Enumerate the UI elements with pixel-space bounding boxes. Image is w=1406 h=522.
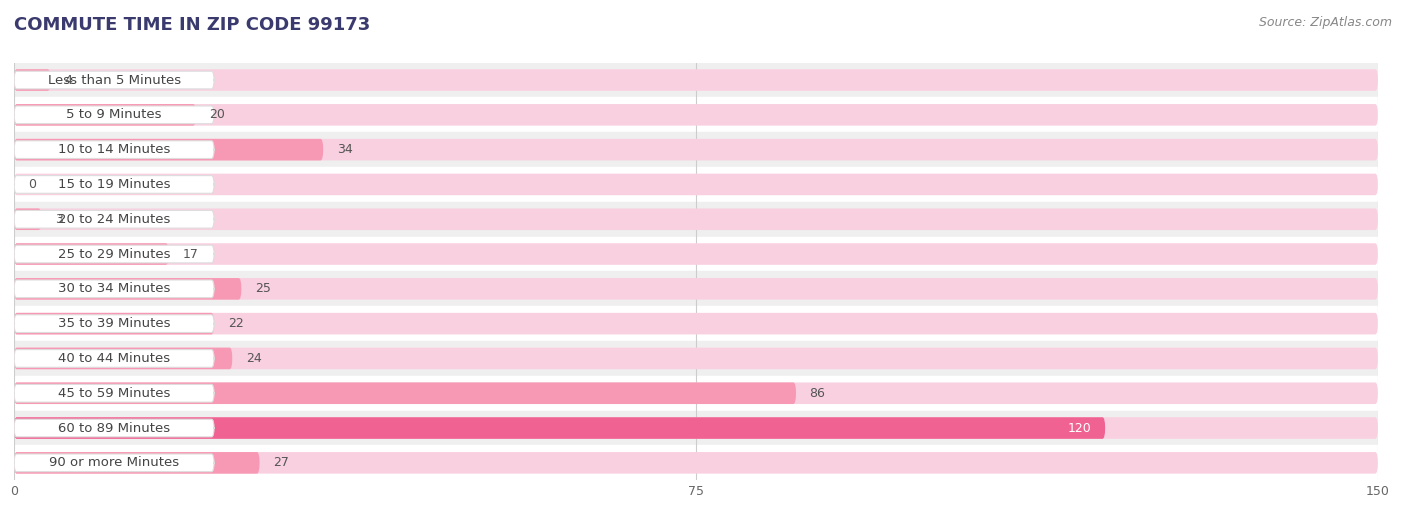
FancyBboxPatch shape	[14, 69, 1378, 91]
Text: 20 to 24 Minutes: 20 to 24 Minutes	[58, 213, 170, 226]
Text: 40 to 44 Minutes: 40 to 44 Minutes	[58, 352, 170, 365]
FancyBboxPatch shape	[14, 243, 169, 265]
Text: 0: 0	[28, 178, 35, 191]
FancyBboxPatch shape	[14, 454, 214, 472]
Text: 25: 25	[254, 282, 271, 295]
FancyBboxPatch shape	[14, 106, 214, 124]
Bar	[14, 271, 1378, 306]
Bar	[14, 445, 1378, 480]
FancyBboxPatch shape	[14, 452, 260, 473]
FancyBboxPatch shape	[14, 313, 214, 335]
Bar	[14, 236, 1378, 271]
Bar	[14, 167, 1378, 202]
Text: 4: 4	[65, 74, 72, 87]
Bar	[14, 132, 1378, 167]
FancyBboxPatch shape	[14, 175, 214, 193]
FancyBboxPatch shape	[14, 348, 232, 369]
FancyBboxPatch shape	[14, 71, 214, 89]
Bar	[14, 98, 1378, 132]
FancyBboxPatch shape	[14, 383, 1378, 404]
FancyBboxPatch shape	[14, 104, 195, 126]
FancyBboxPatch shape	[14, 141, 214, 159]
Text: 86: 86	[810, 387, 825, 400]
FancyBboxPatch shape	[14, 208, 41, 230]
FancyBboxPatch shape	[14, 313, 1378, 335]
Text: 15 to 19 Minutes: 15 to 19 Minutes	[58, 178, 170, 191]
FancyBboxPatch shape	[14, 384, 214, 402]
FancyBboxPatch shape	[14, 104, 1378, 126]
Text: 35 to 39 Minutes: 35 to 39 Minutes	[58, 317, 170, 330]
FancyBboxPatch shape	[14, 419, 214, 437]
Text: 25 to 29 Minutes: 25 to 29 Minutes	[58, 247, 170, 260]
Text: 20: 20	[209, 109, 225, 121]
FancyBboxPatch shape	[14, 174, 1378, 195]
FancyBboxPatch shape	[14, 315, 214, 333]
FancyBboxPatch shape	[14, 210, 214, 228]
FancyBboxPatch shape	[14, 348, 1378, 369]
FancyBboxPatch shape	[14, 383, 796, 404]
Text: 30 to 34 Minutes: 30 to 34 Minutes	[58, 282, 170, 295]
Text: 17: 17	[183, 247, 198, 260]
Bar	[14, 202, 1378, 236]
Text: COMMUTE TIME IN ZIP CODE 99173: COMMUTE TIME IN ZIP CODE 99173	[14, 16, 370, 33]
Text: 45 to 59 Minutes: 45 to 59 Minutes	[58, 387, 170, 400]
FancyBboxPatch shape	[14, 417, 1378, 439]
Text: 60 to 89 Minutes: 60 to 89 Minutes	[58, 422, 170, 434]
Text: Less than 5 Minutes: Less than 5 Minutes	[48, 74, 180, 87]
FancyBboxPatch shape	[14, 278, 242, 300]
FancyBboxPatch shape	[14, 350, 214, 367]
Text: 90 or more Minutes: 90 or more Minutes	[49, 456, 179, 469]
FancyBboxPatch shape	[14, 69, 51, 91]
FancyBboxPatch shape	[14, 139, 323, 160]
Bar	[14, 376, 1378, 411]
FancyBboxPatch shape	[14, 139, 1378, 160]
Text: 120: 120	[1067, 422, 1091, 434]
FancyBboxPatch shape	[14, 280, 214, 298]
Text: 5 to 9 Minutes: 5 to 9 Minutes	[66, 109, 162, 121]
FancyBboxPatch shape	[14, 245, 214, 263]
Text: 10 to 14 Minutes: 10 to 14 Minutes	[58, 143, 170, 156]
Bar	[14, 63, 1378, 98]
Text: 22: 22	[228, 317, 243, 330]
FancyBboxPatch shape	[14, 278, 1378, 300]
FancyBboxPatch shape	[14, 452, 1378, 473]
Text: 24: 24	[246, 352, 262, 365]
Text: 34: 34	[337, 143, 353, 156]
FancyBboxPatch shape	[14, 417, 1105, 439]
Bar	[14, 341, 1378, 376]
FancyBboxPatch shape	[14, 243, 1378, 265]
FancyBboxPatch shape	[14, 208, 1378, 230]
Text: 27: 27	[273, 456, 290, 469]
Text: 3: 3	[55, 213, 63, 226]
Text: Source: ZipAtlas.com: Source: ZipAtlas.com	[1258, 16, 1392, 29]
Bar	[14, 411, 1378, 445]
Bar	[14, 306, 1378, 341]
